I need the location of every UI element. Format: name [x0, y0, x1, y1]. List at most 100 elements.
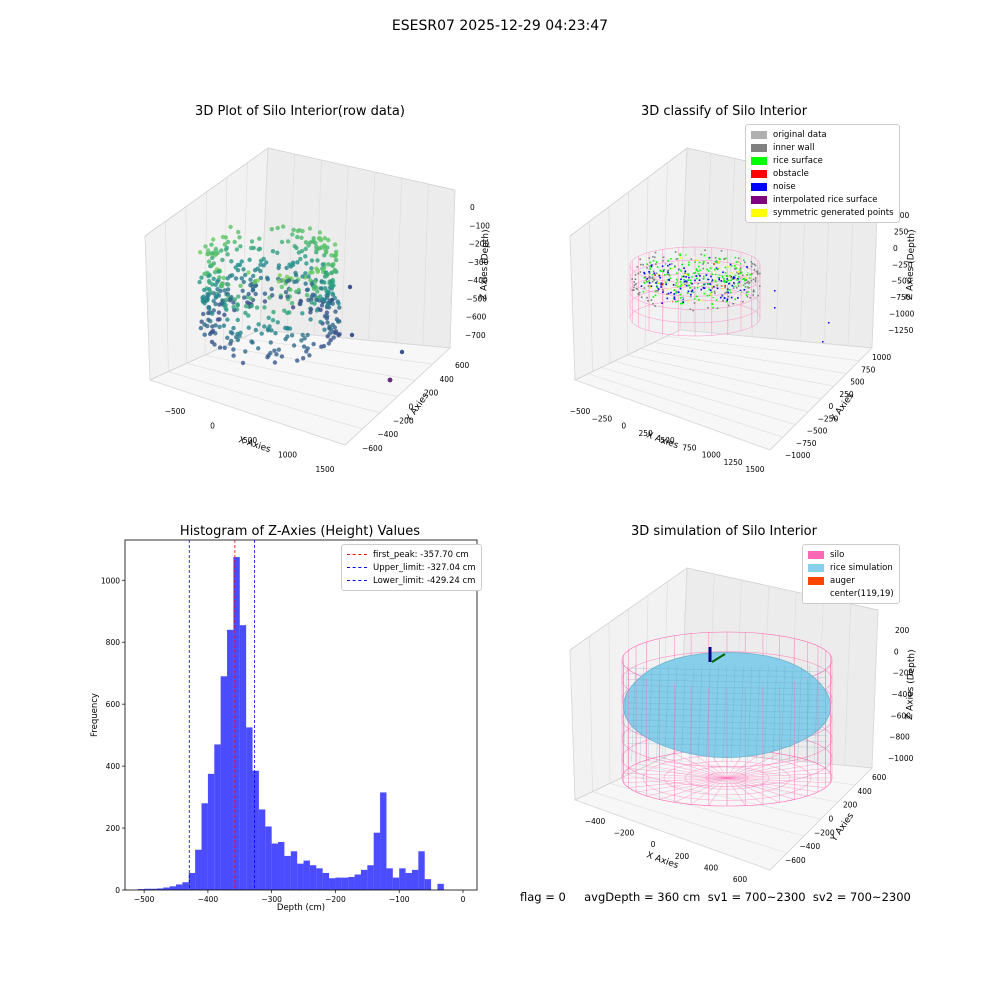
data-point	[336, 332, 341, 338]
data-point	[665, 283, 667, 286]
data-point	[700, 299, 703, 302]
panel4-z-tick: −800	[889, 733, 910, 742]
legend-swatch	[808, 589, 824, 598]
data-point	[319, 279, 324, 284]
data-point	[689, 308, 692, 311]
histogram-bar	[195, 849, 202, 890]
data-point	[231, 300, 236, 305]
data-point	[706, 268, 708, 271]
data-point	[634, 274, 637, 276]
data-point	[324, 249, 329, 254]
data-point	[399, 349, 405, 355]
data-point	[745, 272, 748, 274]
data-point	[689, 273, 691, 276]
data-point	[730, 276, 732, 278]
data-point	[746, 271, 749, 274]
data-point	[300, 311, 305, 316]
data-point	[722, 300, 724, 302]
data-point	[251, 273, 256, 279]
data-point	[243, 272, 248, 278]
data-point	[693, 270, 695, 272]
histogram-bar	[284, 855, 291, 890]
data-point	[730, 279, 732, 282]
data-point	[650, 299, 653, 301]
panel2-z-tick: 0	[893, 244, 898, 253]
data-point	[325, 303, 330, 308]
data-point	[656, 282, 658, 284]
data-point	[285, 334, 290, 339]
panel1-z-tick: −700	[465, 331, 486, 340]
data-point	[213, 301, 218, 307]
panel4-y-tick: −200	[814, 828, 835, 837]
legend-item: noise	[751, 180, 894, 193]
data-point	[699, 275, 701, 277]
data-point	[679, 270, 682, 272]
data-point	[224, 245, 229, 250]
panel3-frame	[124, 539, 478, 891]
data-point	[288, 287, 293, 292]
data-point	[269, 286, 274, 292]
data-point	[711, 287, 714, 289]
data-point	[651, 280, 654, 283]
data-point	[679, 287, 682, 290]
data-point	[749, 297, 751, 299]
data-point	[315, 289, 320, 294]
data-point	[730, 271, 733, 274]
panel3-y-tick: 800	[106, 638, 121, 647]
data-point	[748, 287, 750, 289]
panel4-y-tick: 200	[843, 801, 858, 810]
data-point	[309, 294, 314, 299]
panel2-z-tick: −750	[890, 293, 911, 302]
data-point	[694, 279, 696, 282]
data-point	[658, 274, 661, 277]
data-point	[682, 284, 684, 287]
data-point	[648, 257, 651, 259]
data-point	[298, 299, 303, 304]
panel2-title: 3D classify of Silo Interior	[640, 104, 808, 119]
panel3-title: Histogram of Z-Axies (Height) Values	[179, 524, 421, 539]
data-point	[721, 268, 724, 270]
data-point	[300, 332, 305, 338]
data-point	[655, 261, 658, 263]
data-point	[268, 340, 273, 345]
data-point	[667, 271, 669, 274]
data-point	[202, 271, 207, 277]
legend-swatch	[751, 195, 767, 204]
panel1-x-tick: 1500	[315, 465, 334, 474]
data-point	[708, 287, 711, 290]
data-point	[198, 250, 203, 255]
data-point	[710, 275, 712, 278]
legend-label: inner wall	[773, 142, 815, 153]
data-point	[270, 318, 276, 323]
data-point	[643, 271, 645, 274]
data-point	[660, 283, 662, 286]
data-point	[748, 277, 751, 279]
data-point	[703, 287, 706, 289]
legend-swatch	[751, 182, 767, 191]
data-point	[681, 263, 683, 266]
data-point	[327, 324, 332, 329]
data-point	[727, 279, 729, 281]
data-point	[290, 232, 295, 237]
data-point	[206, 306, 212, 311]
data-point	[693, 302, 696, 304]
data-point	[727, 291, 729, 294]
data-point	[712, 276, 715, 279]
data-point	[238, 330, 243, 335]
data-point	[298, 256, 303, 262]
data-point	[221, 275, 226, 281]
data-point	[712, 296, 715, 298]
panel3-y-tick: 0	[115, 886, 120, 895]
data-point	[276, 279, 282, 284]
data-point	[691, 290, 693, 293]
data-point	[222, 312, 227, 317]
data-point	[325, 320, 330, 325]
data-point	[703, 261, 705, 263]
data-point	[303, 271, 308, 276]
data-point	[648, 280, 650, 282]
legend-label: first_peak: -357.70 cm	[373, 549, 469, 560]
data-point	[222, 288, 227, 293]
data-point	[678, 276, 681, 278]
data-point	[713, 263, 715, 265]
data-point	[750, 261, 753, 263]
